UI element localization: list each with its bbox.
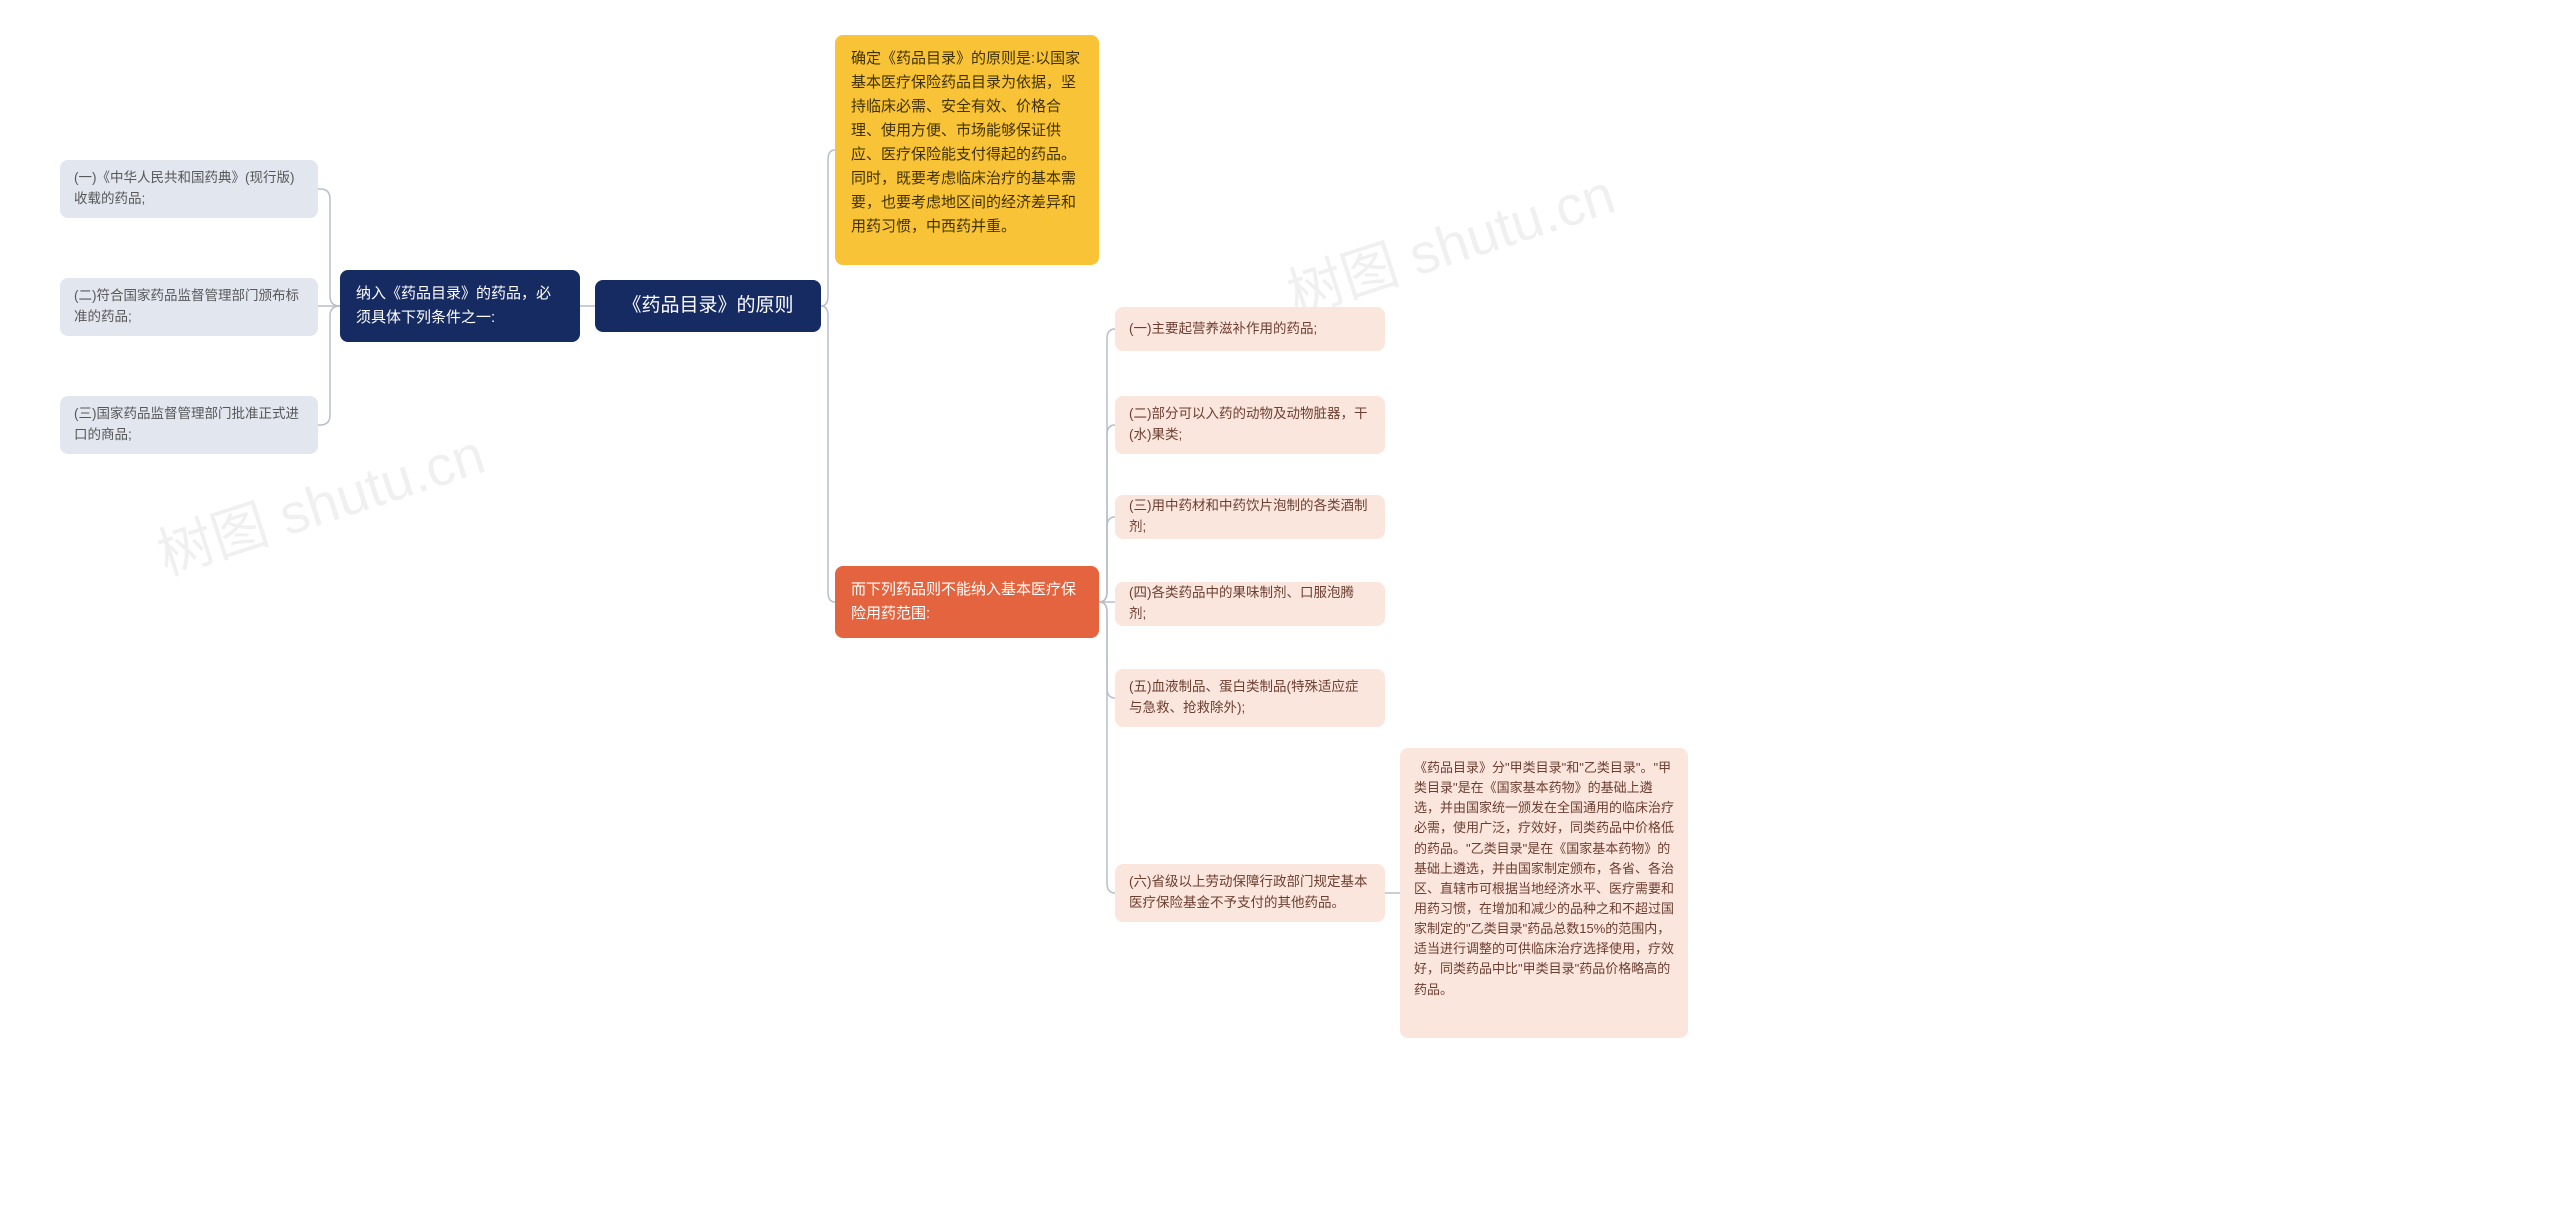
node-left-child[interactable]: (一)《中华人民共和国药典》(现行版)收载的药品; <box>60 160 318 218</box>
node-red-child[interactable]: (二)部分可以入药的动物及动物脏器，干(水)果类; <box>1115 396 1385 454</box>
node-label: (三)国家药品监督管理部门批准正式进口的商品; <box>74 404 304 446</box>
node-label: 纳入《药品目录》的药品，必须具体下列条件之一: <box>356 282 564 330</box>
node-red-child[interactable]: (六)省级以上劳动保障行政部门规定基本医疗保险基金不予支付的其他药品。 <box>1115 864 1385 922</box>
node-left-child[interactable]: (三)国家药品监督管理部门批准正式进口的商品; <box>60 396 318 454</box>
node-red-child[interactable]: (五)血液制品、蛋白类制品(特殊适应症与急救、抢救除外); <box>1115 669 1385 727</box>
node-right-yellow[interactable]: 确定《药品目录》的原则是:以国家基本医疗保险药品目录为依据，坚持临床必需、安全有… <box>835 35 1099 265</box>
node-label: (五)血液制品、蛋白类制品(特殊适应症与急救、抢救除外); <box>1129 677 1371 719</box>
root-label: 《药品目录》的原则 <box>622 291 793 321</box>
node-label: (二)部分可以入药的动物及动物脏器，干(水)果类; <box>1129 404 1371 446</box>
node-detail-leaf[interactable]: 《药品目录》分"甲类目录"和"乙类目录"。"甲类目录"是在《国家基本药物》的基础… <box>1400 748 1688 1038</box>
node-left-child[interactable]: (二)符合国家药品监督管理部门颁布标准的药品; <box>60 278 318 336</box>
mindmap-root[interactable]: 《药品目录》的原则 <box>595 280 821 332</box>
node-right-red[interactable]: 而下列药品则不能纳入基本医疗保险用药范围: <box>835 566 1099 638</box>
node-label: (三)用中药材和中药饮片泡制的各类酒制剂; <box>1129 496 1371 538</box>
node-label: (四)各类药品中的果味制剂、口服泡腾剂; <box>1129 583 1371 625</box>
node-label: 而下列药品则不能纳入基本医疗保险用药范围: <box>851 578 1083 626</box>
node-label: 《药品目录》分"甲类目录"和"乙类目录"。"甲类目录"是在《国家基本药物》的基础… <box>1414 758 1674 1000</box>
node-label: (六)省级以上劳动保障行政部门规定基本医疗保险基金不予支付的其他药品。 <box>1129 872 1371 914</box>
node-label: (一)主要起营养滋补作用的药品; <box>1129 319 1317 340</box>
node-red-child[interactable]: (三)用中药材和中药饮片泡制的各类酒制剂; <box>1115 495 1385 539</box>
node-red-child[interactable]: (四)各类药品中的果味制剂、口服泡腾剂; <box>1115 582 1385 626</box>
node-label: (二)符合国家药品监督管理部门颁布标准的药品; <box>74 286 304 328</box>
node-label: (一)《中华人民共和国药典》(现行版)收载的药品; <box>74 168 304 210</box>
node-red-child[interactable]: (一)主要起营养滋补作用的药品; <box>1115 307 1385 351</box>
watermark: 树图 shutu.cn <box>1276 150 1624 332</box>
node-left-parent[interactable]: 纳入《药品目录》的药品，必须具体下列条件之一: <box>340 270 580 342</box>
node-label: 确定《药品目录》的原则是:以国家基本医疗保险药品目录为依据，坚持临床必需、安全有… <box>851 47 1083 239</box>
